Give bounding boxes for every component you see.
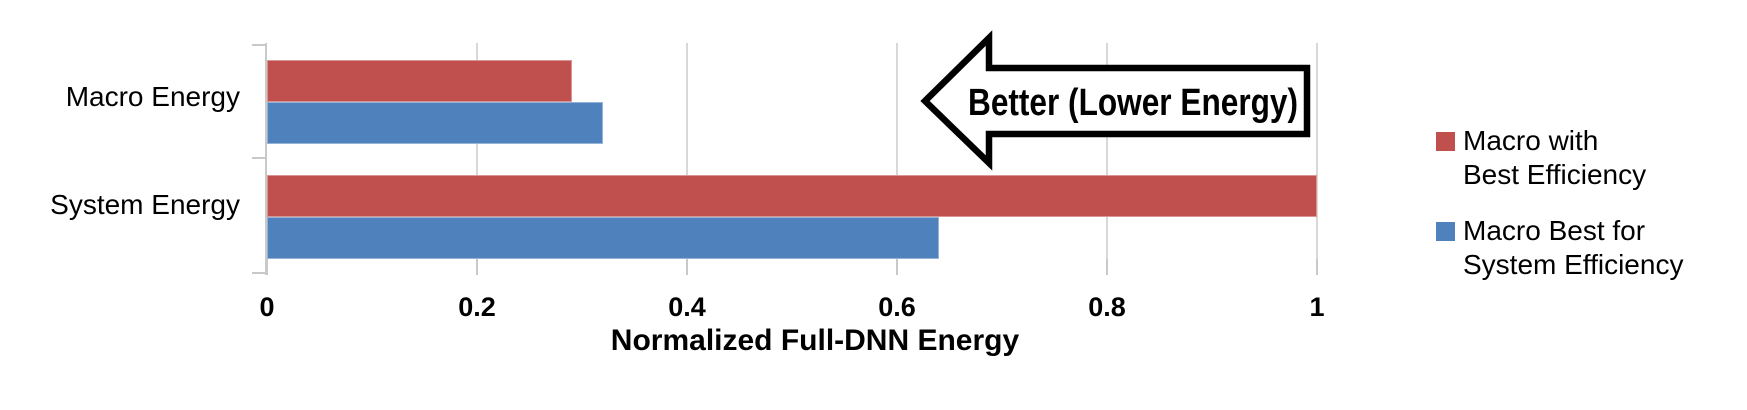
legend-label-line1: Macro with (1463, 125, 1599, 156)
category-label-macro-energy: Macro Energy (65, 81, 240, 112)
x-axis-tick-1 (1316, 259, 1318, 275)
x-tick-label-0.6: 0.6 (878, 292, 916, 322)
legend-item-macro-with-best-efficiency: Macro with Best Efficiency (1436, 124, 1646, 192)
gridline-0.2 (476, 43, 478, 259)
x-tick-label-0.2: 0.2 (458, 292, 496, 322)
bar-macro-energy-red (267, 60, 572, 102)
gridline-1 (1316, 43, 1318, 259)
x-axis-tick-0.2 (476, 259, 478, 275)
x-tick-label-0.8: 0.8 (1088, 292, 1126, 322)
legend-label: Macro Best for System Efficiency (1463, 214, 1683, 282)
x-tick-label-0.4: 0.4 (668, 292, 706, 322)
x-tick-label-1: 1 (1309, 292, 1325, 322)
legend-swatch-blue (1436, 222, 1455, 241)
legend-label-line1: Macro Best for (1463, 215, 1646, 246)
legend-item-macro-best-for-system-efficiency: Macro Best for System Efficiency (1436, 214, 1683, 282)
bar-system-energy-blue (267, 217, 939, 259)
gridline-0.8 (1106, 43, 1108, 259)
gridline-0.4 (686, 43, 688, 259)
x-axis-tick-0.6 (896, 259, 898, 275)
better-lower-energy-arrow: Better (Lower Energy) (920, 30, 1311, 171)
x-axis-tick-0.4 (686, 259, 688, 275)
x-axis-tick-0.8 (1106, 259, 1108, 275)
legend-label: Macro with Best Efficiency (1463, 124, 1646, 192)
arrow-label: Better (Lower Energy) (968, 82, 1298, 124)
category-axis-tick-0 (252, 44, 265, 46)
gridline-0.6 (896, 43, 898, 259)
left-arrow-shape (920, 30, 1311, 171)
legend-label-line2: Best Efficiency (1463, 159, 1647, 190)
x-axis-title: Normalized Full-DNN Energy (610, 324, 1020, 357)
legend-swatch-red (1436, 132, 1455, 151)
x-axis-tick-0 (266, 259, 268, 275)
legend-label-line2: System Efficiency (1463, 249, 1684, 280)
category-label-system-energy: System Energy (50, 189, 240, 220)
category-axis-tick-2 (252, 272, 265, 274)
bar-system-energy-red (267, 175, 1317, 217)
bar-macro-energy-blue (267, 102, 603, 144)
category-axis-tick-1 (252, 157, 265, 159)
category-axis-line (265, 43, 267, 275)
x-tick-label-0: 0 (259, 292, 275, 322)
